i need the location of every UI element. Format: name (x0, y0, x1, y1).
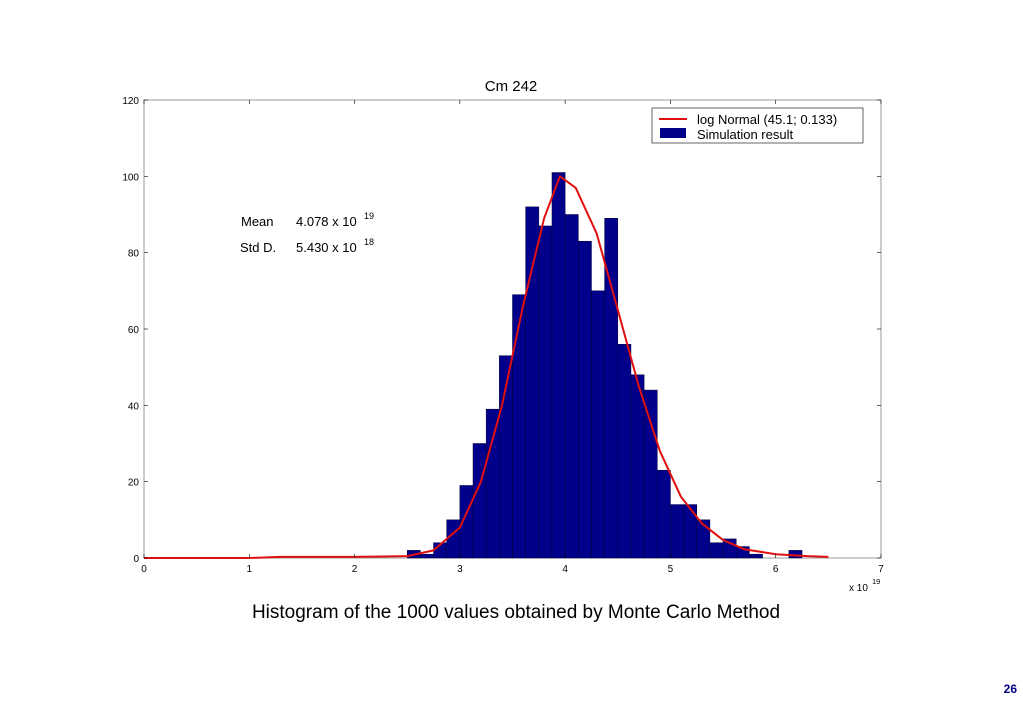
x-multiplier-exponent: 19 (872, 577, 880, 586)
histogram-bar (578, 240, 592, 559)
histogram-bar (564, 214, 579, 559)
legend: log Normal (45.1; 0.133) Simulation resu… (651, 107, 864, 144)
histogram-bar (735, 546, 750, 559)
mean-value: 4.078 x 10 (296, 214, 357, 229)
histogram-bar (591, 290, 605, 559)
stddev-value: 5.430 x 10 (296, 240, 357, 255)
stddev-label: Std D. (240, 240, 276, 255)
x-tick-label: 2 (352, 564, 358, 575)
legend-bar-swatch (660, 128, 686, 138)
y-tick-label: 120 (122, 96, 139, 107)
histogram-bar (683, 504, 698, 559)
histogram-bars (406, 172, 803, 559)
chart-title: Cm 242 (485, 78, 538, 95)
histogram-bar (420, 553, 434, 559)
axes: 0 1 2 3 4 5 6 7 0 20 40 60 80 100 120 (122, 96, 884, 575)
mean-label: Mean (241, 214, 274, 229)
histogram-bar (525, 206, 540, 559)
histogram-bar (512, 294, 526, 559)
figure-caption: Histogram of the 1000 values obtained by… (251, 602, 781, 623)
legend-bar-label: Simulation result (697, 127, 793, 142)
x-tick-label: 5 (668, 564, 674, 575)
histogram-bar (446, 519, 461, 559)
histogram-bar (485, 408, 500, 559)
stddev-exponent: 18 (364, 237, 374, 247)
y-tick-label: 60 (128, 325, 140, 336)
histogram-bar (696, 519, 711, 559)
x-tick-label: 1 (247, 564, 253, 575)
x-tick-label: 4 (562, 564, 568, 575)
y-tick-label: 80 (128, 249, 140, 260)
legend-box (651, 107, 864, 144)
histogram-bar (551, 172, 566, 559)
stats-annotation: Mean 4.078 x 10 19 Std D. 5.430 x 10 18 (240, 211, 374, 255)
histogram-bar (472, 443, 487, 559)
lognormal-curve-layer (144, 175, 829, 559)
lognormal-curve (144, 175, 829, 559)
x-tick-label: 3 (457, 564, 463, 575)
histogram-bar (749, 553, 763, 559)
y-tick-label: 100 (122, 172, 139, 183)
x-tick-label: 6 (773, 564, 779, 575)
histogram-bar (657, 469, 671, 559)
y-tick-label: 40 (128, 401, 140, 412)
histogram-bar (709, 542, 724, 559)
page-number: 26 (1003, 682, 1017, 696)
histogram-bar (538, 225, 553, 559)
x-multiplier-base: x 10 (849, 583, 868, 594)
histogram-bar (617, 344, 632, 559)
y-tick-label: 0 (133, 554, 139, 565)
mean-exponent: 19 (364, 211, 374, 221)
histogram-bar (670, 504, 684, 559)
x-multiplier: x 10 19 (849, 577, 880, 594)
histogram-bar (643, 389, 658, 559)
legend-line-label: log Normal (45.1; 0.133) (697, 112, 837, 127)
x-tick-label: 0 (141, 564, 147, 575)
x-tick-label: 7 (878, 564, 884, 575)
y-tick-label: 20 (128, 478, 140, 489)
histogram-bar (630, 374, 645, 559)
